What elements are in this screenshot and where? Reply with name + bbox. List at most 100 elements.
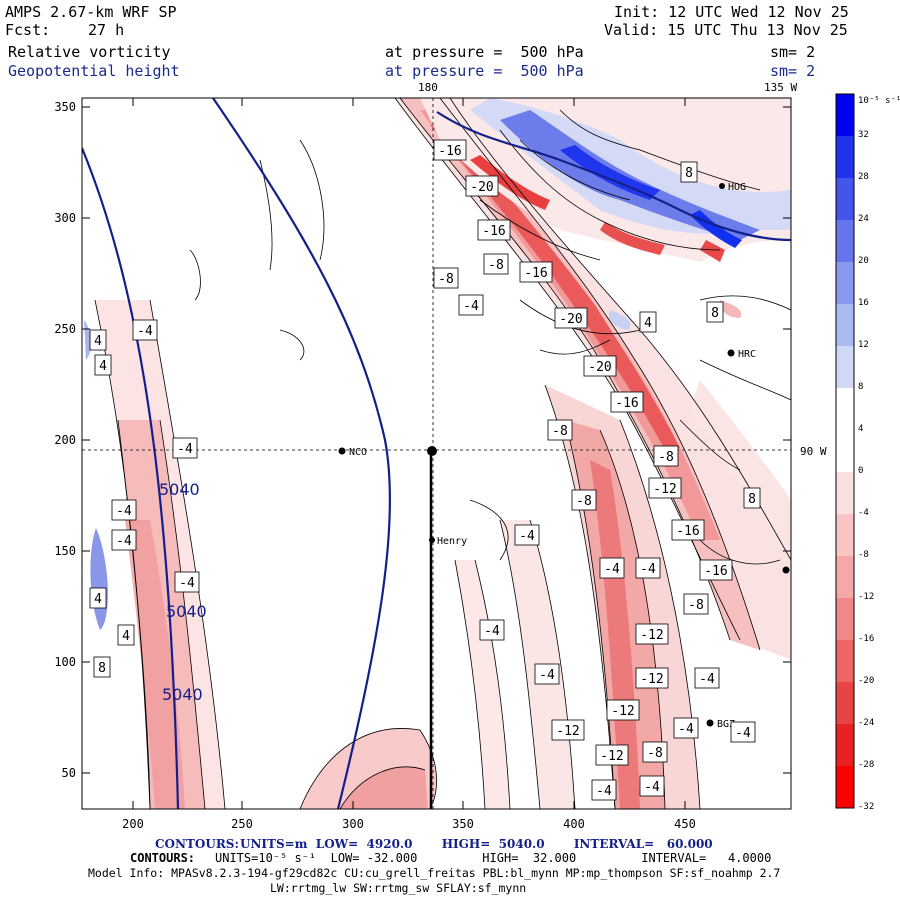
vorticity-contour-label: -8 [642,741,668,763]
y-tick-label: 100 [54,655,76,669]
vorticity-contour-label: 4 [94,354,112,376]
colorbar-segment [836,682,854,725]
vorticity-contour-label: 4 [89,329,107,351]
svg-text:-8: -8 [688,598,704,613]
svg-text:-12: -12 [653,482,676,497]
svg-text:8: 8 [748,492,756,507]
forecast-label: Fcst: [5,21,51,39]
svg-text:-4: -4 [539,668,555,683]
vorticity-contour-label: -16 [519,261,553,283]
colorbar-tick-label: 16 [858,298,869,308]
x-tick-label: 450 [674,817,696,831]
vorticity-contour-label: 8 [93,656,111,678]
svg-text:-16: -16 [438,144,461,159]
vorticity-contour-label: -12 [635,667,669,689]
colorbar-segment [836,724,854,767]
footer-model-info: Model Info: MPASv8.2.3-194-gf29cd82c CU:… [88,866,781,880]
svg-text:-4: -4 [604,562,620,577]
init-time: Init: 12 UTC Wed 12 Nov 25 [614,3,849,21]
svg-text:-12: -12 [640,628,663,643]
footer-line1: UNITS=m LOW= 4920.0 HIGH= 5040.0 INTERVA… [240,837,713,851]
colorbar-tick-label: -12 [858,592,874,602]
station-markers [338,183,790,727]
vorticity-contour-label: -8 [571,489,597,511]
vorticity-contour-label: -12 [648,477,682,499]
vorticity-contour-label: -4 [591,779,617,801]
svg-text:-4: -4 [116,504,132,519]
svg-text:8: 8 [711,306,719,321]
vorticity-contour-label: 8 [680,161,698,183]
colorbar-segment [836,640,854,683]
svg-text:-16: -16 [482,224,505,239]
y-tick-label: 300 [54,211,76,225]
footer-line2-label: CONTOURS: [130,851,196,865]
svg-text:-8: -8 [552,424,568,439]
lon-label-top: 180 [418,81,438,94]
colorbar-tick-label: 0 [858,466,863,476]
colorbar-tick-label: 8 [858,382,863,392]
y-tick-label: 150 [54,544,76,558]
station-hrc-dot [727,349,735,357]
colorbar-tick-label: -16 [858,634,874,644]
x-tick-label: 200 [122,817,144,831]
svg-text:8: 8 [98,661,106,676]
colorbar-tick-label: 20 [858,256,869,266]
colorbar-segment [836,388,854,431]
colorbar-segment [836,514,854,557]
field2-name: Geopotential height [8,62,180,80]
svg-text:-8: -8 [438,272,454,287]
colorbar-tick-label: 12 [858,340,869,350]
vorticity-contour-label: -4 [635,557,661,579]
vorticity-contour-label: -4 [599,557,625,579]
station-center-dot [427,446,437,456]
vorticity-contour-label: 8 [706,301,724,323]
geopotential-contours [82,98,791,809]
vorticity-contour-label: -4 [694,667,720,689]
svg-text:-4: -4 [596,784,612,799]
vorticity-contour-label: -4 [673,717,699,739]
vorticity-contour-label: 4 [117,624,135,646]
station-henry-dot [429,537,435,543]
colorbar-tick-label: -32 [858,802,874,812]
colorbar-segment [836,556,854,599]
field2-level: at pressure = 500 hPa [385,62,584,80]
svg-text:4: 4 [94,592,102,607]
colorbar-tick-label: 32 [858,130,869,140]
field1-level: at pressure = 500 hPa [385,43,584,61]
vorticity-contour-label: 4 [89,587,107,609]
vorticity-contour-label: -12 [606,699,640,721]
field2-smoothing: sm= 2 [770,62,816,80]
lon-label-right: 90 W [800,445,827,458]
station-bgz-label: BGZ [717,719,735,730]
svg-text:-4: -4 [735,726,751,741]
colorbar-segment [836,472,854,515]
edge-dot [782,566,790,574]
svg-text:4: 4 [99,359,107,374]
colorbar-segment [836,220,854,263]
vorticity-contour-label: -4 [514,524,540,546]
station-bgz-dot [706,719,714,727]
colorbar-segment [836,598,854,641]
vorticity-contour-label: -16 [433,139,467,161]
colorbar-tick-label: 28 [858,172,869,182]
model-title: AMPS 2.67-km WRF SP [5,3,177,21]
vorticity-contour-label: -8 [653,445,679,467]
colorbar-unit: 10⁻⁵ s⁻¹ [858,96,900,106]
vorticity-contour-label: -8 [547,419,573,441]
svg-text:-16: -16 [676,524,699,539]
height-label-5040: 5040 [166,602,207,621]
vorticity-contour-label: -4 [479,619,505,641]
svg-text:4: 4 [122,629,130,644]
svg-text:8: 8 [685,166,693,181]
svg-text:-16: -16 [615,396,638,411]
svg-text:-12: -12 [600,749,623,764]
colorbar-segment [836,304,854,347]
vorticity-contour-label: -4 [174,571,200,593]
vorticity-contour-label: -12 [551,719,585,741]
station-henry-label: Henry [437,536,467,547]
vorticity-contour-label: -12 [595,744,629,766]
vorticity-contour-label: -8 [433,267,459,289]
vorticity-contour-label: 4 [639,311,657,333]
footer-line1-label: CONTOURS: [155,837,239,851]
vorticity-contour-label: -4 [730,721,756,743]
